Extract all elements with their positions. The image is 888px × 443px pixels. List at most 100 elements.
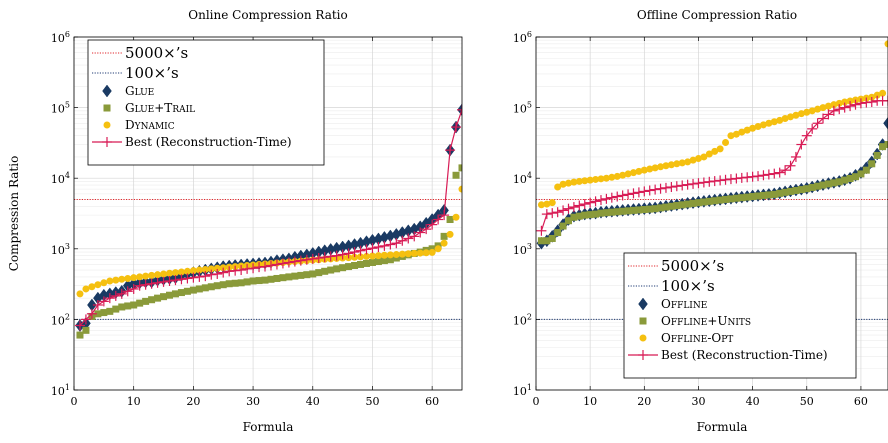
data-point — [178, 289, 185, 296]
data-point — [142, 298, 149, 305]
data-point — [373, 242, 383, 252]
data-point — [628, 188, 638, 198]
y-tick-exponent: 5 — [527, 101, 532, 110]
data-point — [202, 284, 209, 291]
x-axis-label: Formula — [243, 420, 294, 434]
y-tick-base: 10 — [51, 173, 65, 186]
data-point — [775, 168, 785, 178]
data-point — [447, 231, 454, 238]
data-point — [661, 183, 671, 193]
x-tick-label: 40 — [746, 395, 760, 408]
data-point — [190, 287, 197, 294]
legend-swatch-marker — [104, 122, 111, 129]
data-point — [363, 260, 370, 267]
data-point — [558, 205, 568, 215]
y-tick-label: 101 — [51, 383, 70, 398]
x-tick-label: 20 — [186, 395, 200, 408]
y-tick-exponent: 6 — [65, 30, 70, 39]
data-point — [226, 280, 233, 287]
data-point — [166, 270, 173, 277]
data-point — [244, 278, 251, 285]
data-point — [220, 281, 227, 288]
data-point — [76, 290, 83, 297]
data-point — [279, 274, 286, 281]
legend-label: 100×’s — [125, 64, 179, 82]
x-tick-label: 10 — [583, 395, 597, 408]
x-tick-label: 30 — [246, 395, 260, 408]
data-point — [554, 229, 561, 236]
data-point — [393, 251, 400, 258]
data-point — [618, 190, 628, 200]
data-point — [693, 178, 703, 188]
data-point — [106, 308, 113, 315]
data-point — [172, 269, 179, 276]
data-point — [601, 194, 611, 204]
data-point — [542, 209, 552, 219]
data-point — [569, 202, 579, 212]
data-point — [339, 264, 346, 271]
data-point — [391, 238, 401, 248]
data-point — [547, 208, 557, 218]
data-point — [580, 199, 590, 209]
data-point — [130, 301, 137, 308]
data-point — [291, 273, 298, 280]
data-point — [196, 285, 203, 292]
data-point — [726, 174, 736, 184]
legend-label: 5000×’s — [661, 257, 724, 275]
y-tick-base: 10 — [51, 385, 65, 398]
data-point — [549, 199, 556, 206]
data-point — [309, 270, 316, 277]
data-point — [574, 201, 584, 211]
legend-swatch-marker — [640, 318, 647, 325]
data-point — [549, 235, 556, 242]
y-tick-exponent: 5 — [65, 101, 70, 110]
y-tick-label: 102 — [513, 312, 532, 327]
data-point — [607, 193, 617, 203]
data-point — [441, 233, 448, 240]
data-point — [351, 262, 358, 269]
data-point — [112, 277, 119, 284]
data-point — [184, 288, 191, 295]
data-point — [721, 175, 731, 185]
data-point — [591, 196, 601, 206]
data-point — [285, 273, 292, 280]
data-point — [256, 277, 263, 284]
data-point — [250, 277, 257, 284]
y-tick-label: 103 — [51, 242, 70, 257]
x-tick-label: 60 — [425, 395, 439, 408]
y-tick-base: 10 — [51, 103, 65, 116]
data-point — [885, 141, 888, 148]
data-point — [345, 263, 352, 270]
y-tick-base: 10 — [513, 314, 527, 327]
data-point — [106, 277, 113, 284]
data-point — [874, 152, 881, 159]
data-point — [399, 251, 406, 258]
data-point — [297, 272, 304, 279]
x-tick-label: 60 — [854, 395, 868, 408]
data-point — [154, 295, 161, 302]
x-tick-label: 30 — [691, 395, 705, 408]
y-axis-label: Compression Ratio — [7, 156, 21, 272]
data-point — [118, 276, 125, 283]
data-point — [715, 175, 725, 185]
y-tick-exponent: 3 — [527, 242, 532, 251]
y-tick-label: 101 — [513, 383, 532, 398]
data-point — [791, 152, 801, 162]
data-point — [666, 182, 676, 192]
data-point — [411, 250, 418, 257]
data-point — [445, 145, 455, 155]
y-tick-exponent: 1 — [527, 383, 532, 392]
data-point — [321, 268, 328, 275]
data-point — [148, 296, 155, 303]
y-tick-exponent: 3 — [65, 242, 70, 251]
y-tick-label: 105 — [51, 101, 70, 116]
data-point — [369, 253, 376, 260]
y-tick-base: 10 — [513, 244, 527, 257]
data-point — [453, 214, 460, 221]
data-point — [885, 40, 888, 47]
x-tick-label: 0 — [533, 395, 540, 408]
data-point — [136, 273, 143, 280]
y-tick-base: 10 — [51, 32, 65, 45]
